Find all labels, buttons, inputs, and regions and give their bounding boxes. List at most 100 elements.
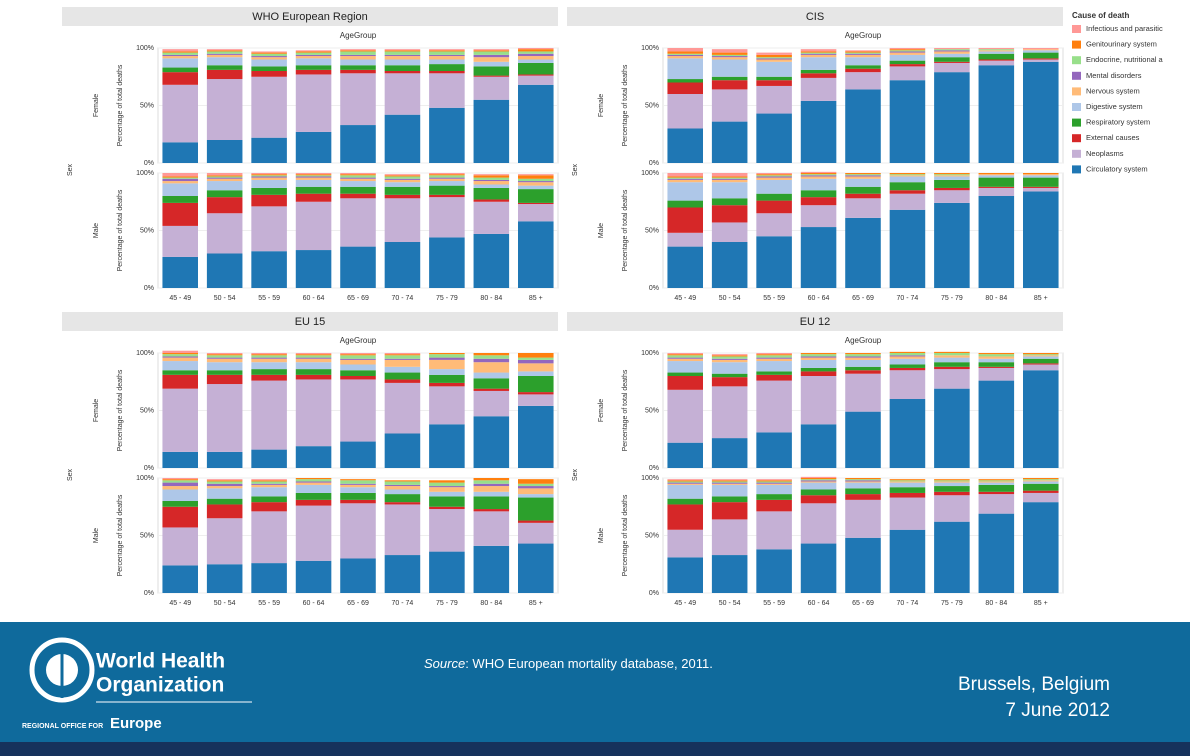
x-axis-label: AgeGroup <box>845 31 882 40</box>
bar-segment <box>206 176 243 178</box>
bar-segment <box>518 488 554 495</box>
x-tick-label: 85 + <box>529 295 543 302</box>
bar-segment <box>340 355 376 359</box>
bar-segment <box>711 59 748 77</box>
bar-segment <box>756 511 792 550</box>
bar-segment <box>473 174 510 176</box>
bar-segment <box>473 175 510 178</box>
bar-segment <box>756 358 792 362</box>
bar-segment <box>889 355 926 357</box>
bar-segment <box>667 557 703 593</box>
x-tick-label: 70 - 74 <box>392 600 414 607</box>
y-tick-label: 0% <box>144 590 154 597</box>
bar-segment <box>800 57 837 70</box>
bar-segment <box>889 51 926 53</box>
bar-segment <box>1023 59 1059 62</box>
bar-segment <box>429 71 465 74</box>
bar-segment <box>518 359 554 364</box>
bar-segment <box>206 564 243 593</box>
bar-segment <box>518 392 554 395</box>
bar-segment <box>800 353 837 355</box>
bar-segment <box>429 177 465 179</box>
bar-segment <box>251 177 287 180</box>
bar-segment <box>518 62 554 75</box>
bar-segment <box>800 197 837 206</box>
bar-segment <box>340 198 376 247</box>
bar-segment <box>473 388 510 391</box>
bar-segment <box>162 353 198 355</box>
bar-segment <box>162 489 198 501</box>
bar-segment <box>800 73 837 78</box>
bar-segment <box>667 177 703 179</box>
bar-segment <box>518 497 554 521</box>
bar-segment <box>206 178 243 182</box>
bar-segment <box>251 51 287 53</box>
bar-segment <box>667 354 703 356</box>
bar-segment <box>845 494 881 500</box>
bar-segment <box>384 186 421 195</box>
legend-swatch <box>1072 87 1081 96</box>
bar-segment <box>384 481 421 485</box>
bar-segment <box>1023 356 1059 359</box>
bar-segment <box>978 48 1015 50</box>
bar-segment <box>711 359 748 363</box>
bar-segment <box>800 480 837 482</box>
legend-swatch <box>1072 118 1081 127</box>
bar-segment <box>429 486 465 488</box>
bar-segment <box>206 353 243 355</box>
bar-segment <box>756 549 792 593</box>
bar-segment <box>934 357 970 363</box>
bar-segment <box>978 480 1015 482</box>
bar-segment <box>295 482 332 485</box>
bar-segment <box>340 441 376 468</box>
bar-segment <box>800 495 837 504</box>
bar-segment <box>340 50 376 52</box>
bar-segment <box>889 482 926 488</box>
bar-segment <box>934 50 970 52</box>
bar-segment <box>845 370 881 374</box>
bar-segment <box>711 362 748 374</box>
bar-segment <box>934 491 970 496</box>
bar-segment <box>711 377 748 387</box>
panel-title-bar <box>567 7 1063 26</box>
bar-segment <box>978 356 1015 359</box>
bar-segment <box>934 355 970 358</box>
bar-segment <box>429 354 465 358</box>
bar-segment <box>934 521 970 593</box>
source-text: : WHO European mortality database, 2011. <box>465 656 713 671</box>
bar-segment <box>384 433 421 468</box>
bar-segment <box>667 200 703 208</box>
bar-segment <box>889 190 926 194</box>
bar-segment <box>473 177 510 180</box>
bar-segment <box>845 482 881 489</box>
bar-segment <box>429 181 465 186</box>
bar-segment <box>429 482 465 487</box>
bar-segment <box>934 175 970 177</box>
bar-segment <box>251 481 287 484</box>
bar-segment <box>756 179 792 194</box>
bar-segment <box>667 353 703 355</box>
bar-segment <box>473 54 510 58</box>
bar-segment <box>1023 50 1059 53</box>
bar-segment <box>711 121 748 163</box>
bar-segment <box>711 358 748 360</box>
bar-segment <box>889 480 926 482</box>
logo-text: Organization <box>96 674 224 697</box>
bar-segment <box>978 354 1015 357</box>
bar-segment <box>295 51 332 53</box>
bar-segment <box>162 51 198 53</box>
bar-segment <box>251 369 287 375</box>
bottom-strip <box>0 742 1190 756</box>
bar-segment <box>845 50 881 52</box>
bar-segment <box>800 77 837 101</box>
bar-segment <box>1023 502 1059 593</box>
legend-label: Endocrine, nutritional a <box>1086 55 1164 64</box>
bar-segment <box>756 479 792 481</box>
legend-swatch <box>1072 103 1081 111</box>
bar-segment <box>295 177 332 180</box>
bar-segment <box>473 511 510 546</box>
bar-segment <box>473 199 510 202</box>
bar-segment <box>667 182 703 201</box>
bar-segment <box>162 354 198 357</box>
bar-segment <box>384 65 421 71</box>
